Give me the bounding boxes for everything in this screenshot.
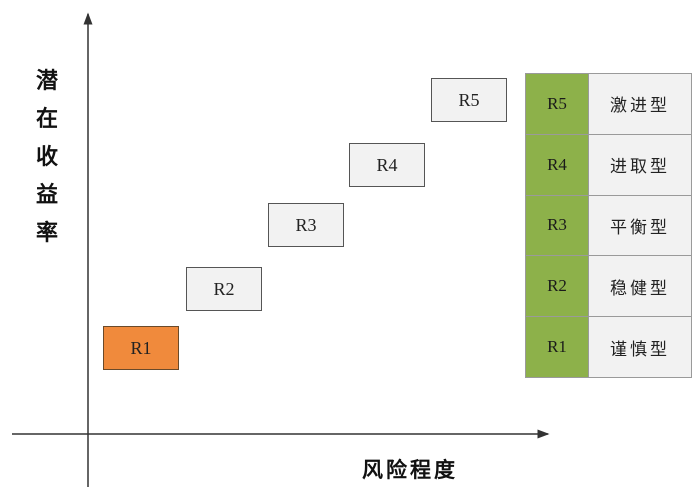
legend-type: 激进型	[588, 73, 692, 135]
legend-row: R5 激进型	[525, 73, 692, 135]
legend-type: 稳健型	[588, 255, 692, 318]
y-axis-label-char: 潜	[35, 68, 58, 93]
legend-type: 进取型	[588, 133, 692, 196]
risk-type-legend: R5 激进型 R4 进取型 R3 平衡型 R2 稳健型 R1 谨慎型	[525, 73, 692, 378]
risk-box-r2: R2	[186, 267, 262, 311]
risk-box-r4: R4	[349, 143, 425, 187]
legend-row: R4 进取型	[525, 133, 692, 196]
legend-type: 平衡型	[588, 194, 692, 257]
y-axis-label-char: 收	[35, 144, 58, 169]
y-axis-label-char: 率	[35, 220, 58, 245]
x-axis-label: 风险程度	[362, 458, 458, 482]
legend-code: R2	[525, 255, 589, 318]
risk-box-r1: R1	[103, 326, 179, 370]
legend-code: R4	[525, 133, 589, 196]
legend-code: R1	[525, 316, 589, 378]
risk-box-r3: R3	[268, 203, 344, 247]
legend-code: R5	[525, 73, 589, 135]
legend-row: R3 平衡型	[525, 194, 692, 257]
legend-type: 谨慎型	[588, 316, 692, 378]
legend-row: R2 稳健型	[525, 255, 692, 318]
legend-row: R1 谨慎型	[525, 316, 692, 378]
y-axis-label-char: 益	[35, 182, 58, 207]
risk-box-r5: R5	[431, 78, 507, 122]
y-axis-label-char: 在	[35, 106, 58, 131]
legend-code: R3	[525, 194, 589, 257]
